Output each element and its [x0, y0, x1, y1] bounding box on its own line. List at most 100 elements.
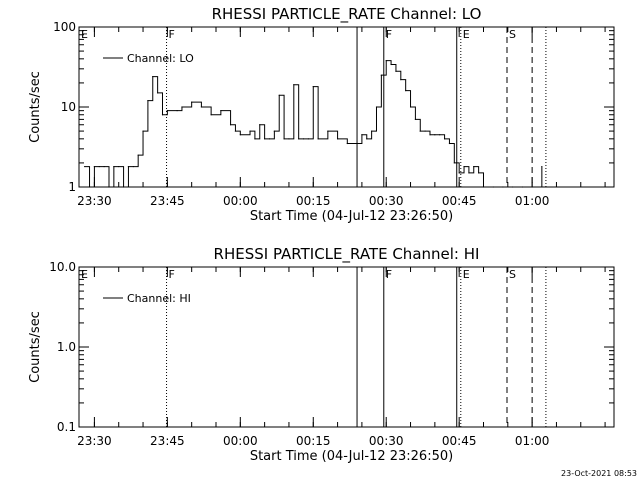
data-point — [249, 130, 251, 132]
event-marker-label: S — [509, 28, 516, 41]
data-point — [307, 138, 310, 140]
data-point — [371, 130, 373, 132]
data-point — [283, 138, 285, 140]
data-point — [132, 165, 134, 168]
data-point — [424, 130, 426, 132]
event-marker-label: F — [386, 28, 392, 41]
series-line — [84, 60, 543, 188]
data-point — [512, 186, 514, 188]
y-tick-label: 0.1 — [57, 420, 76, 434]
y-tick-label: 10.0 — [49, 260, 76, 274]
data-point — [210, 114, 212, 116]
data-point — [254, 138, 256, 140]
x-tick-label: 00:00 — [223, 434, 258, 448]
data-point — [327, 130, 329, 132]
x-tick-label: 23:45 — [150, 434, 185, 448]
data-point — [239, 134, 241, 136]
x-tick-label: 00:30 — [369, 434, 404, 448]
x-tick-label: 00:15 — [296, 194, 331, 208]
data-point — [366, 138, 368, 140]
lo-channel-panel: RHESSI PARTICLE_RATE Channel: LO 1 10 100 Co… — [28, 5, 615, 224]
x-tick-label: 23:45 — [150, 194, 185, 208]
data-point — [361, 134, 363, 136]
data-point — [375, 106, 378, 108]
data-point — [434, 134, 436, 136]
y-tick-label: 100 — [53, 20, 76, 34]
x-tick-label: 01:00 — [515, 434, 550, 448]
event-marker-label: E — [81, 268, 88, 281]
data-point — [293, 84, 295, 86]
data-point — [147, 100, 149, 102]
data-point — [161, 114, 164, 116]
data-point — [468, 172, 470, 174]
event-marker-label: E — [463, 28, 470, 41]
y-tick-label: 1 — [68, 180, 76, 194]
event-marker-label: S — [509, 268, 516, 281]
data-point — [122, 186, 125, 188]
data-point — [181, 106, 183, 108]
event-marker-label: E — [463, 268, 470, 281]
chart-title: RHESSI PARTICLE_RATE Channel: LO — [212, 5, 482, 24]
data-point — [302, 138, 305, 140]
data-point — [317, 138, 319, 140]
data-point — [191, 101, 193, 103]
y-tick-label: 1.0 — [57, 340, 76, 354]
data-point — [268, 138, 271, 140]
data-point — [108, 186, 110, 188]
data-point — [229, 124, 232, 126]
data-point — [312, 85, 314, 88]
data-point — [298, 138, 300, 140]
data-point — [405, 90, 407, 92]
x-axis-label: Start Time (04-Jul-12 23:26:50) — [250, 449, 453, 464]
data-point — [113, 165, 115, 168]
event-marker-label: E — [81, 28, 88, 41]
x-tick-label: 00:45 — [442, 434, 477, 448]
data-point — [473, 165, 475, 168]
x-tick-label: 00:30 — [369, 194, 404, 208]
legend-label: Channel: LO — [127, 52, 194, 65]
data-point — [127, 165, 130, 168]
data-point — [478, 172, 480, 174]
data-point — [142, 130, 144, 132]
data-point — [346, 142, 348, 145]
data-point — [458, 172, 460, 174]
data-point — [541, 165, 543, 168]
hi-channel-panel: RHESSI PARTICLE_RATE Channel: HI 0.1 1.0 10… — [28, 245, 615, 464]
data-point — [356, 142, 358, 145]
x-axis-label: Start Time (04-Jul-12 23:26:50) — [250, 209, 453, 224]
y-axis-label: Counts/sec — [28, 311, 43, 383]
y-axis-label: Counts/sec — [28, 71, 43, 143]
data-point — [93, 165, 96, 168]
data-point — [220, 110, 222, 112]
data-point — [492, 186, 494, 188]
data-point — [88, 186, 91, 188]
event-marker-label: F — [169, 28, 175, 41]
data-point — [531, 186, 533, 188]
data-point — [385, 60, 387, 62]
data-point — [118, 165, 120, 168]
legend-label: Channel: HI — [127, 292, 191, 305]
data-point — [103, 165, 105, 168]
data-point — [482, 186, 485, 188]
data-point — [502, 186, 504, 188]
data-point — [448, 142, 451, 145]
data-point — [414, 118, 417, 120]
data-point — [419, 130, 421, 132]
data-point — [234, 130, 237, 132]
data-point — [453, 162, 455, 164]
event-marker-label: F — [169, 268, 175, 281]
y-tick-label: 10 — [61, 100, 76, 114]
data-point — [152, 75, 154, 78]
data-point — [278, 94, 280, 96]
data-point — [264, 138, 266, 140]
x-tick-label: 23:30 — [77, 434, 112, 448]
x-tick-label: 01:00 — [515, 194, 550, 208]
data-point — [166, 110, 168, 112]
x-tick-label: 00:45 — [442, 194, 477, 208]
plot-frame — [78, 266, 615, 428]
data-point — [400, 79, 402, 81]
timestamp-footer: 23-Oct-2021 08:53 — [561, 469, 637, 478]
data-point — [409, 106, 412, 108]
data-point — [273, 130, 275, 132]
